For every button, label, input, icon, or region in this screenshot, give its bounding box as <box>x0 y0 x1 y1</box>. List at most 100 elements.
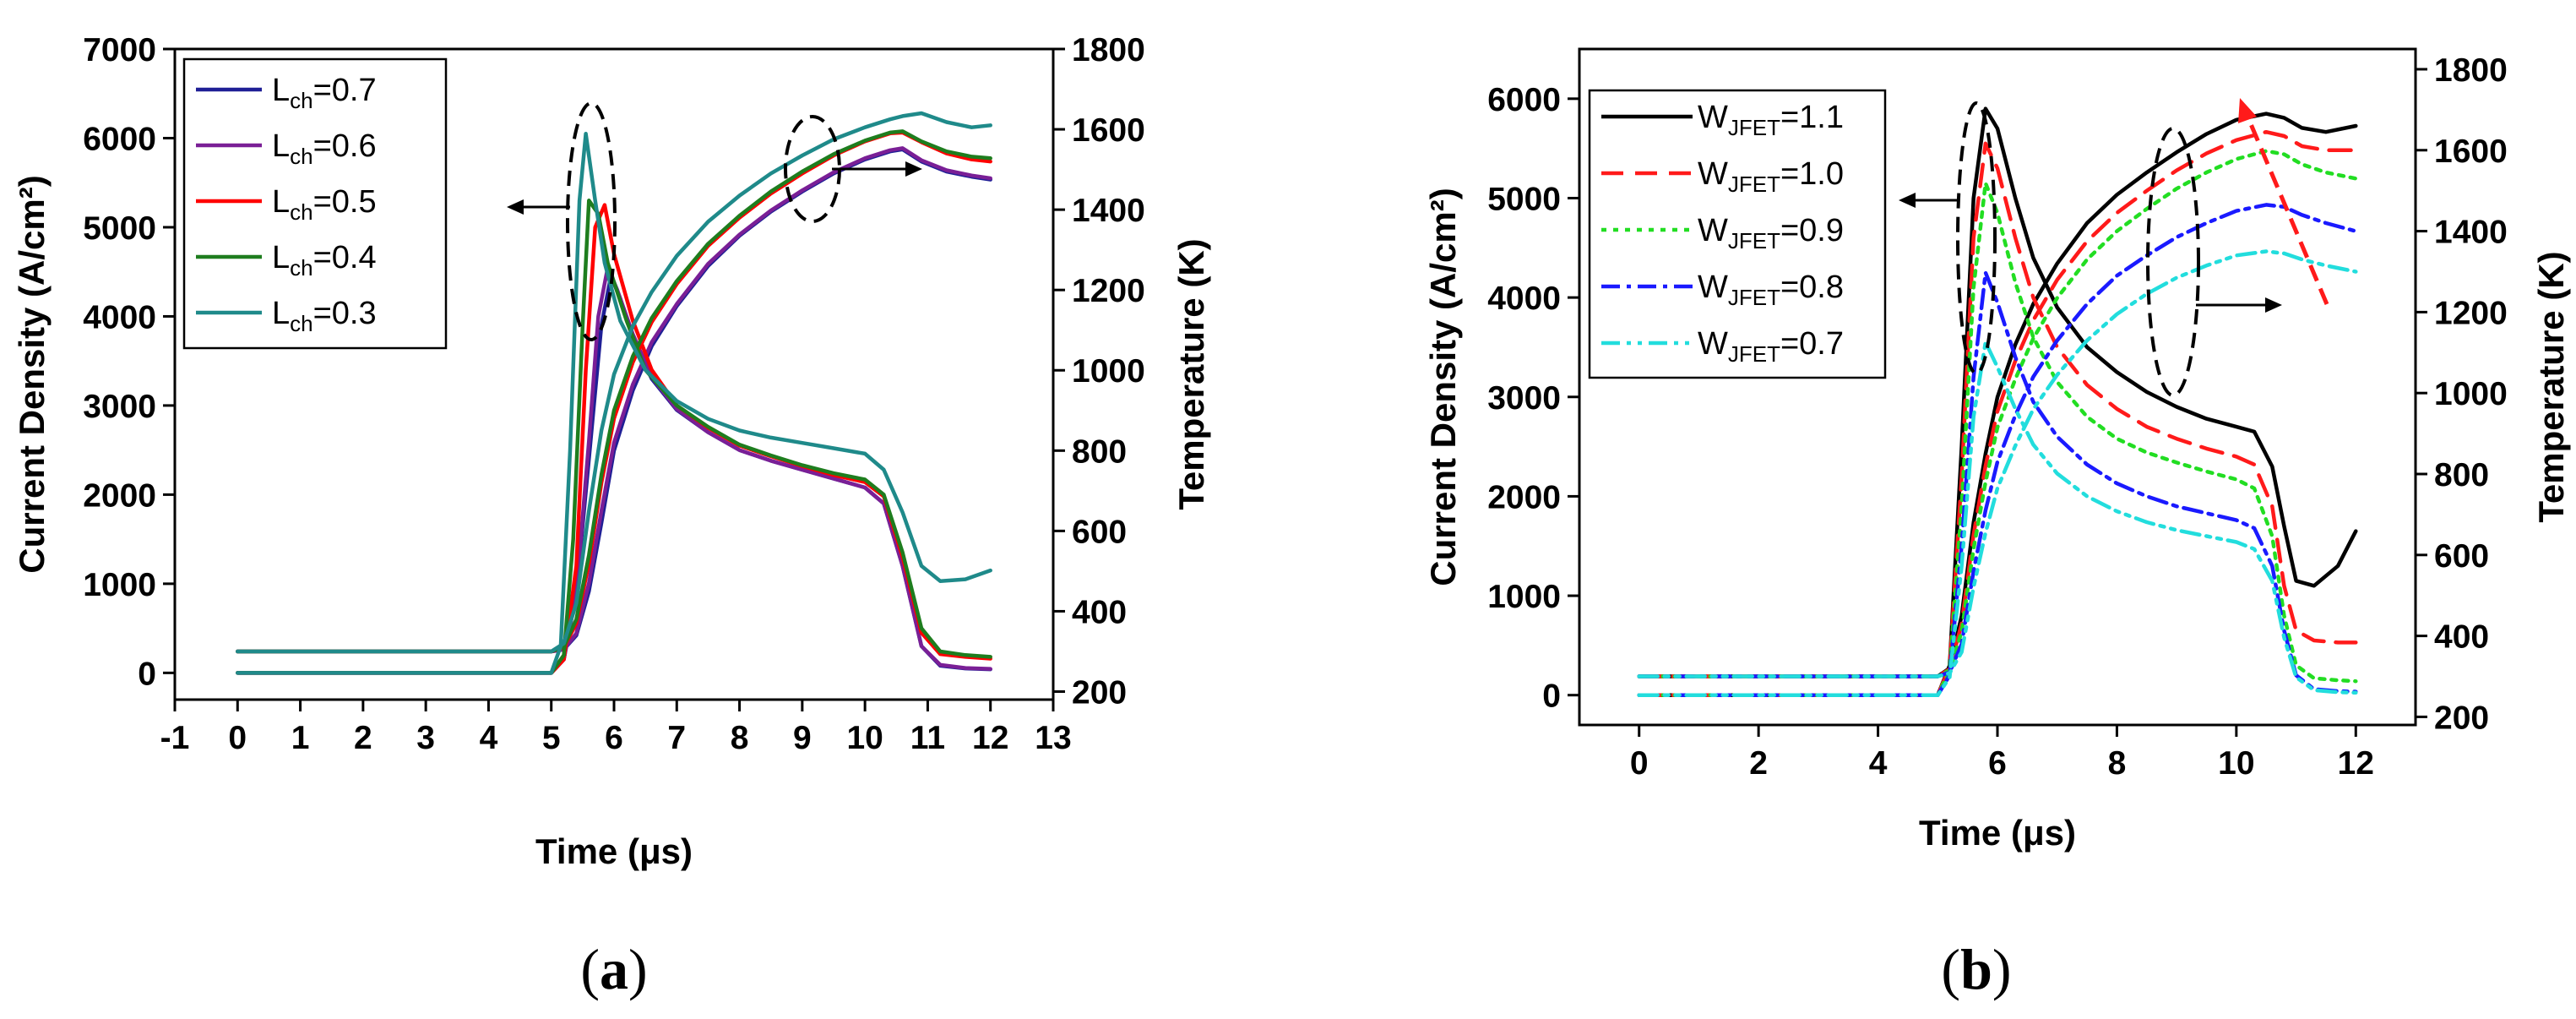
y-left-tick-label: 6000 <box>83 121 156 157</box>
temperature-line-3 <box>1637 149 2358 678</box>
current-line-2 <box>1637 141 2358 697</box>
y-right-tick-label: 800 <box>1072 433 1127 470</box>
temperature-line-2 <box>236 146 992 654</box>
y-left-tick-label: 0 <box>1542 678 1561 715</box>
series-group <box>236 111 992 675</box>
arrowhead-right <box>905 161 922 177</box>
x-tick-label: 1 <box>291 720 310 756</box>
legend-label: Lch=0.3 <box>272 296 377 336</box>
temperature-line-1 <box>1637 112 2358 678</box>
y-left-tick-label: 4000 <box>83 299 156 335</box>
legend-label: Lch=0.7 <box>272 73 377 113</box>
panel-letter: a <box>600 937 628 1001</box>
legend: Lch=0.7 Lch=0.6 Lch=0.5 Lch=0.4 Lch=0.3 <box>182 57 448 350</box>
tick-group: 0 2 4 6 8 10 12 0 1000 2000 3000 4000 5000 6000 200 400… <box>1487 52 2508 782</box>
y-right-tick-label: 400 <box>2434 619 2489 656</box>
y-right-tick-label: 200 <box>1072 674 1127 711</box>
current-line-5 <box>1637 340 2358 697</box>
y-axis-label-right: Temperature (K) <box>2531 251 2571 522</box>
x-tick-label: 11 <box>910 720 945 756</box>
y-left-tick-label: 7000 <box>83 32 156 68</box>
x-tick-label: 8 <box>731 720 749 756</box>
temperature-line-5 <box>236 111 992 654</box>
x-tick-label: 8 <box>2108 745 2127 782</box>
annotation-ellipse-current <box>1956 101 1997 375</box>
y-right-tick-label: 1200 <box>1072 273 1145 309</box>
legend-entries: WJFET=1.1 WJFET=1.0 WJFET=0.9 WJFET=0.8 WJFE… <box>1601 100 1844 367</box>
y-left-tick-label: 6000 <box>1487 82 1561 118</box>
x-tick-label: 12 <box>2338 745 2374 782</box>
x-tick-label: 10 <box>846 720 883 756</box>
y-left-tick-label: 5000 <box>83 210 156 247</box>
y-left-tick-label: 2000 <box>83 477 156 514</box>
panel-label-a: (a) <box>580 937 647 1001</box>
y-right-tick-label: 1400 <box>2434 215 2508 251</box>
x-tick-label: 13 <box>1035 720 1071 756</box>
current-line-2 <box>236 265 992 675</box>
y-right-tick-label: 1000 <box>2434 376 2508 412</box>
temperature-line-5 <box>1637 249 2358 678</box>
annotation-ellipse-current <box>566 101 617 341</box>
legend-label: WJFET=1.1 <box>1698 100 1844 140</box>
y-left-tick-label: 4000 <box>1487 281 1561 317</box>
arrowhead-left <box>507 199 524 215</box>
legend-label: Lch=0.5 <box>272 184 377 225</box>
x-tick-label: 6 <box>1988 745 2007 782</box>
legend: WJFET=1.1 WJFET=1.0 WJFET=0.9 WJFET=0.8 WJFE… <box>1588 89 1887 379</box>
y-right-tick-label: 400 <box>1072 594 1127 630</box>
x-tick-label: 5 <box>542 720 561 756</box>
x-tick-label: 9 <box>793 720 812 756</box>
chart-panel-b: 0 2 4 6 8 10 12 0 1000 2000 3000 4000 5000 6000 200 400… <box>1423 47 2571 1001</box>
y-right-tick-label: 1800 <box>2434 52 2508 89</box>
y-right-tick-label: 1200 <box>2434 295 2508 331</box>
y-left-tick-label: 3000 <box>83 389 156 425</box>
y-left-tick-label: 5000 <box>1487 181 1561 217</box>
x-tick-label: 10 <box>2218 745 2254 782</box>
y-right-tick-label: 1600 <box>1072 112 1145 149</box>
temperature-line-4 <box>236 129 992 654</box>
y-left-tick-label: 1000 <box>1487 579 1561 615</box>
x-tick-label: 7 <box>667 720 686 756</box>
x-tick-label: 0 <box>1630 745 1649 782</box>
legend-label: WJFET=0.9 <box>1698 213 1844 253</box>
y-right-tick-label: 600 <box>2434 538 2489 575</box>
trend-arrowhead <box>2238 98 2257 123</box>
chart-panel-a: -1 0 1 2 3 4 5 6 7 8 9 10 11 12 1301000200030004000500… <box>12 32 1211 1001</box>
legend-box <box>182 57 448 350</box>
x-axis-label: Time (μs) <box>1919 813 2076 853</box>
y-left-tick-label: 0 <box>138 656 156 692</box>
legend-entries: Lch=0.7 Lch=0.6 Lch=0.5 Lch=0.4 Lch=0.3 <box>196 73 377 336</box>
x-tick-label: -1 <box>160 720 190 756</box>
x-tick-label: 4 <box>480 720 498 756</box>
y-right-tick-label: 200 <box>2434 700 2489 736</box>
y-left-tick-label: 2000 <box>1487 479 1561 515</box>
arrowhead-left <box>1899 193 1916 208</box>
y-right-tick-label: 600 <box>1072 514 1127 550</box>
legend-label: Lch=0.6 <box>272 128 377 169</box>
y-axis-label-left: Current Density (A/cm²) <box>1423 188 1463 586</box>
y-left-tick-label: 3000 <box>1487 380 1561 417</box>
arrowhead-right <box>2265 297 2282 313</box>
panel-letter: b <box>1960 937 1992 1001</box>
tick-group: -1 0 1 2 3 4 5 6 7 8 9 10 11 12 1301000200030004000500… <box>83 32 1145 756</box>
legend-label: Lch=0.4 <box>272 240 377 281</box>
x-tick-label: 3 <box>416 720 435 756</box>
trend-arrow <box>2244 113 2329 305</box>
temperature-line-4 <box>1637 203 2358 678</box>
x-tick-label: 2 <box>354 720 372 756</box>
current-line-4 <box>236 199 992 675</box>
current-line-5 <box>236 131 992 675</box>
x-tick-label: 12 <box>972 720 1008 756</box>
x-tick-label: 0 <box>228 720 247 756</box>
x-axis-label: Time (μs) <box>535 831 693 871</box>
y-right-tick-label: 1600 <box>2434 134 2508 170</box>
x-tick-label: 6 <box>605 720 623 756</box>
y-axis-label-right: Temperature (K) <box>1171 238 1211 510</box>
legend-label: WJFET=0.8 <box>1698 270 1844 310</box>
y-right-tick-label: 1000 <box>1072 353 1145 390</box>
series-group <box>1637 106 2358 697</box>
x-tick-label: 2 <box>1749 745 1768 782</box>
y-right-tick-label: 1400 <box>1072 193 1145 229</box>
y-axis-label-left: Current Density (A/cm²) <box>12 175 52 573</box>
